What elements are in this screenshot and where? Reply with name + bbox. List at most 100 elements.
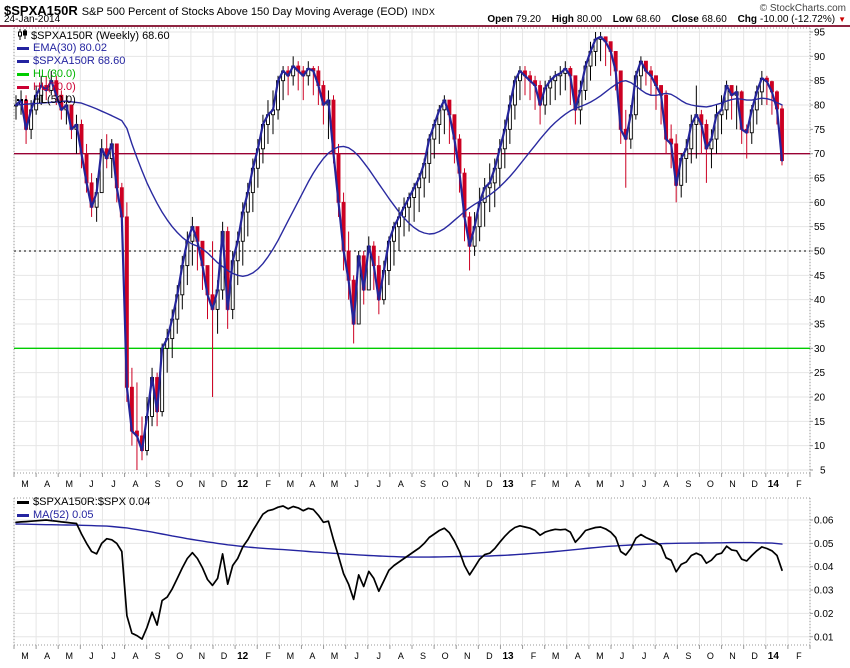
x-month-label: S [420, 651, 426, 661]
legend-hl70-label: HL(70.0) [33, 81, 76, 93]
ratio-line-swatch [17, 500, 29, 504]
x-month-label: M [331, 479, 339, 489]
ema30-line [15, 79, 783, 277]
x-month-label: J [89, 651, 94, 661]
x-month-label: J [377, 651, 382, 661]
y-tick-label: 55 [814, 222, 826, 233]
x-month-label: M [552, 651, 560, 661]
legend-ema-row: EMA(30) 80.02 [17, 42, 170, 55]
y-tick-label: 30 [814, 344, 826, 355]
lower-y-tick-label: 0.02 [814, 609, 834, 620]
x-month-label: M [287, 479, 295, 489]
ema-line-swatch [17, 46, 29, 50]
x-month-label: A [575, 479, 581, 489]
low-value: 68.60 [635, 14, 661, 25]
high-label: High [551, 14, 574, 25]
y-tick-label: 80 [814, 101, 826, 112]
y-tick-label: 5 [820, 466, 826, 477]
legend-hl70-row: HL(70.0) [17, 81, 170, 94]
x-month-label: S [685, 651, 691, 661]
legend-ema-label: EMA(30) 80.02 [33, 42, 107, 54]
hl70-swatch [17, 85, 29, 89]
y-tick-label: 65 [814, 174, 826, 185]
x-month-label: 12 [237, 651, 249, 662]
legend-hl30-row: HL(30.0) [17, 68, 170, 81]
lower-y-tick-label: 0.01 [814, 632, 834, 643]
x-month-label: S [155, 651, 161, 661]
legend-price-row: $SPXA150R 68.60 [17, 55, 170, 68]
main-axes: 5 10 15 20 25 30 35 40 45 50 55 60 65 70 75 80 85 90 95 [13, 27, 826, 477]
x-month-label: A [575, 651, 581, 661]
x-month-label: F [531, 479, 537, 489]
y-tick-label: 50 [814, 247, 826, 258]
x-month-label: A [398, 651, 404, 661]
open-value: 79.20 [515, 14, 541, 25]
legend-ma52-row: MA(52) 0.05 [17, 509, 150, 522]
x-month-label: J [620, 651, 625, 661]
x-month-label: 12 [237, 479, 249, 490]
chg-label: Chg [737, 14, 758, 25]
x-month-label: N [729, 651, 736, 661]
y-tick-label: 15 [814, 417, 826, 428]
y-tick-label: 85 [814, 76, 826, 87]
y-tick-label: 90 [814, 52, 826, 63]
ohlc-readout: Open 79.20 High 80.00 Low 68.60 Close 68.60 … [479, 14, 846, 25]
y-tick-label: 95 [814, 28, 826, 39]
open-label: Open [487, 14, 513, 25]
ma52-swatch [17, 513, 29, 517]
x-month-label: J [620, 479, 625, 489]
lower-y-tick-label: 0.04 [814, 562, 834, 573]
x-month-label: S [420, 479, 426, 489]
ma52-line [15, 523, 783, 558]
x-month-label: M [65, 651, 73, 661]
x-month-label: F [796, 651, 802, 661]
y-tick-label: 45 [814, 271, 826, 282]
legend-hl50-row: HL(50.0) [17, 94, 170, 107]
candlestick-icon [18, 29, 27, 40]
x-month-label: J [377, 479, 382, 489]
x-month-label: N [464, 651, 471, 661]
symbol-label: $SPXA150R [4, 3, 78, 18]
legend-symbol-row: $SPXA150R (Weekly) 68.60 [17, 29, 170, 42]
x-month-label: M [596, 479, 604, 489]
x-month-label: N [199, 479, 206, 489]
y-tick-label: 40 [814, 295, 826, 306]
x-month-label: A [44, 479, 50, 489]
legend-hl30-label: HL(30.0) [33, 68, 76, 80]
header-row-2: 24-Jan-2014 Open 79.20 High 80.00 Low 68.60… [4, 14, 846, 26]
lower-legend: $SPXA150R:$SPX 0.04 MA(52) 0.05 [17, 496, 150, 522]
x-month-label: J [354, 651, 359, 661]
hl30-swatch [17, 72, 29, 76]
y-tick-label: 70 [814, 149, 826, 160]
close-value: 68.60 [701, 14, 727, 25]
x-month-label: D [221, 651, 228, 661]
x-month-label: J [642, 651, 647, 661]
x-month-label: A [133, 479, 139, 489]
x-month-label: M [21, 479, 29, 489]
y-tick-label: 10 [814, 441, 826, 452]
x-month-label: D [486, 651, 493, 661]
x-month-label: D [751, 651, 758, 661]
x-month-label: J [89, 479, 94, 489]
legend-hl50-label: HL(50.0) [33, 94, 76, 106]
x-month-label: J [642, 479, 647, 489]
x-month-label: F [265, 651, 271, 661]
x-month-label: M [65, 479, 73, 489]
x-month-label: O [442, 651, 449, 661]
price-line-swatch [17, 59, 29, 63]
legend-symbol-label: $SPXA150R (Weekly) 68.60 [31, 30, 170, 42]
x-month-label: N [464, 479, 471, 489]
x-month-label: F [265, 479, 271, 489]
close-label: Close [671, 14, 699, 25]
x-month-label: A [309, 479, 315, 489]
x-month-label: F [796, 479, 802, 489]
x-month-label: M [596, 651, 604, 661]
legend-ma52-label: MA(52) 0.05 [33, 509, 94, 521]
price-line [14, 35, 784, 452]
x-month-label: 13 [502, 479, 514, 490]
main-legend: $SPXA150R (Weekly) 68.60 EMA(30) 80.02 $… [17, 29, 170, 107]
lower-x-axis: M A M J J A S O N D 12 F M A M J J A S O N D 13 F M A M J J A S O N D 14 F [13, 645, 811, 662]
x-month-label: O [176, 651, 183, 661]
